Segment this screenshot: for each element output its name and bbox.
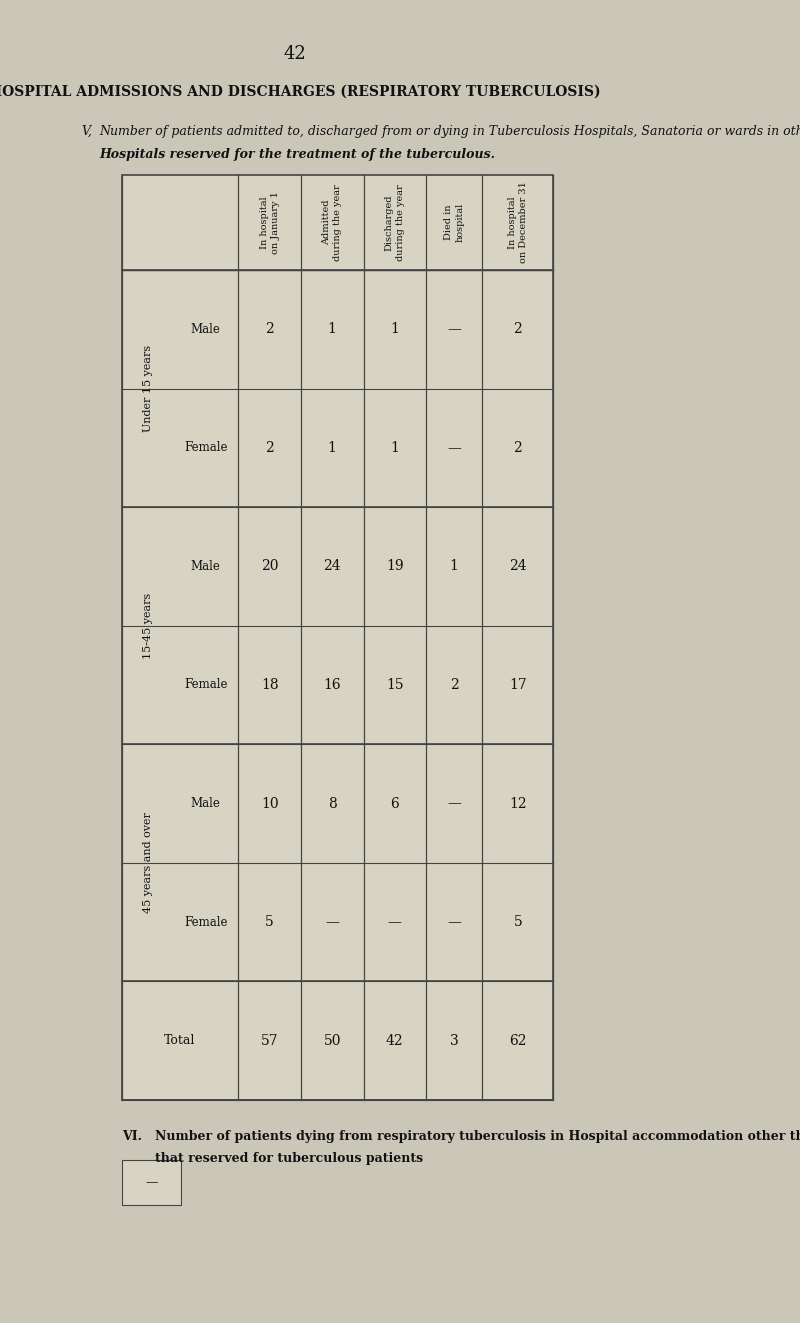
Text: 15-45 years: 15-45 years [143,593,153,659]
Text: Female: Female [184,679,227,692]
Text: 2: 2 [266,441,274,455]
Text: 6: 6 [390,796,399,811]
Text: 2: 2 [514,441,522,455]
Text: —: — [447,796,461,811]
Text: HOSPITAL ADMISSIONS AND DISCHARGES (RESPIRATORY TUBERCULOSIS): HOSPITAL ADMISSIONS AND DISCHARGES (RESP… [0,85,601,99]
Text: In hospital
on December 31: In hospital on December 31 [508,181,528,263]
Text: Number of patients dying from respiratory tuberculosis in Hospital accommodation: Number of patients dying from respirator… [155,1130,800,1143]
Text: Under 15 years: Under 15 years [143,345,153,433]
Text: 1: 1 [450,560,458,573]
Text: 17: 17 [509,677,526,692]
Text: Admitted
during the year: Admitted during the year [322,184,342,261]
Text: —: — [447,441,461,455]
Bar [122,1160,181,1205]
Text: In hospital
on January 1: In hospital on January 1 [259,191,280,254]
Text: 45 years and over: 45 years and over [143,812,153,913]
Text: 5: 5 [514,916,522,929]
Text: 3: 3 [450,1033,458,1048]
Text: 2: 2 [266,323,274,336]
Text: 8: 8 [328,796,337,811]
Text: Hospitals reserved for the treatment of the tuberculous.: Hospitals reserved for the treatment of … [100,148,496,161]
Text: 20: 20 [261,560,278,573]
Bar [122,175,554,1099]
Text: 2: 2 [450,677,458,692]
Text: —: — [447,323,461,336]
Text: 19: 19 [386,560,404,573]
Text: —: — [326,916,339,929]
Text: Male: Male [190,796,221,810]
Text: VI.: VI. [122,1130,142,1143]
Text: V,: V, [81,124,92,138]
Text: 42: 42 [284,45,306,64]
Text: Male: Male [190,560,221,573]
Text: —: — [447,916,461,929]
Text: —: — [388,916,402,929]
Text: 1: 1 [328,441,337,455]
Text: 10: 10 [261,796,278,811]
Text: Female: Female [184,442,227,454]
Text: Total: Total [164,1035,196,1048]
Text: 15: 15 [386,677,404,692]
Text: —: — [145,1176,158,1189]
Text: 24: 24 [509,560,526,573]
Text: 1: 1 [328,323,337,336]
Text: Number of patients admitted to, discharged from or dying in Tuberculosis Hospita: Number of patients admitted to, discharg… [100,124,800,138]
Text: 1: 1 [390,323,399,336]
Text: 1: 1 [390,441,399,455]
Text: Male: Male [190,323,221,336]
Text: Died in
hospital: Died in hospital [444,202,464,242]
Text: that reserved for tuberculous patients: that reserved for tuberculous patients [155,1152,423,1166]
Text: 5: 5 [266,916,274,929]
Text: Female: Female [184,916,227,929]
Text: 57: 57 [261,1033,278,1048]
Text: 12: 12 [509,796,526,811]
Text: 50: 50 [323,1033,341,1048]
Text: Discharged
during the year: Discharged during the year [385,184,405,261]
Text: 42: 42 [386,1033,404,1048]
Text: 18: 18 [261,677,278,692]
Text: 2: 2 [514,323,522,336]
Text: 62: 62 [509,1033,526,1048]
Text: 24: 24 [323,560,341,573]
Text: 16: 16 [323,677,341,692]
